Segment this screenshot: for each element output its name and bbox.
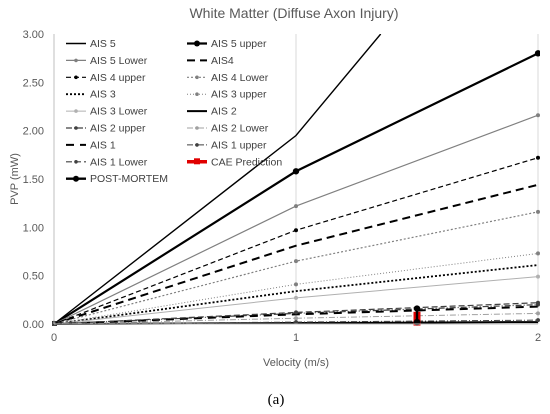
series-line-ais4 (53, 183, 539, 325)
series-line-ais-5 (53, 34, 382, 325)
data-point (294, 204, 298, 209)
legend-marker (74, 75, 78, 80)
y-tick-label: 2.50 (23, 77, 44, 89)
legend-marker (74, 126, 78, 130)
x-tick-label: 2 (535, 332, 541, 344)
data-point (536, 155, 540, 160)
legend-marker (74, 58, 78, 63)
data-point (413, 305, 421, 312)
legend-item-ais4: AIS4 (187, 55, 234, 67)
legend-label: AIS 5 upper (211, 38, 267, 50)
legend-marker (74, 160, 78, 164)
legend-item-ais-5-lower: AIS 5 Lower (66, 55, 148, 67)
legend-label: AIS 2 Lower (211, 123, 269, 135)
y-axis-label: PVP (mW) (9, 153, 21, 205)
data-point (536, 251, 540, 256)
series-ais4 (53, 183, 539, 325)
legend-item-ais-2: AIS 2 (187, 106, 237, 118)
data-point (534, 50, 540, 57)
legend-label: AIS 5 Lower (90, 55, 148, 67)
series-ais-3 (53, 264, 539, 325)
y-tick-label: 3.00 (23, 29, 44, 41)
legend-label: POST-MORTEM (90, 173, 168, 185)
legend-item-ais-1-lower: AIS 1 Lower (66, 156, 148, 168)
legend-marker (195, 126, 199, 130)
data-point (294, 295, 298, 300)
legend-label: AIS 3 (90, 89, 116, 101)
legend-label: AIS 4 upper (90, 72, 146, 84)
data-point (294, 320, 298, 325)
legend-item-cae-prediction: CAE Prediction (187, 156, 282, 168)
data-point (294, 228, 298, 233)
legend-label: AIS 1 Lower (90, 156, 148, 168)
y-tick-label: 1.00 (23, 222, 44, 234)
y-tick-label: 0.00 (23, 319, 44, 331)
legend-label: AIS 2 (211, 106, 237, 118)
y-tick-label: 0.50 (23, 271, 44, 283)
legend-label: AIS4 (211, 55, 234, 67)
data-point (292, 168, 300, 175)
legend-item-ais-2-lower: AIS 2 Lower (187, 123, 269, 135)
legend-item-ais-4-upper: AIS 4 upper (66, 72, 146, 84)
x-axis-label: Velocity (m/s) (263, 357, 329, 369)
legend-marker (194, 40, 200, 47)
y-tick-label: 2.00 (23, 126, 44, 138)
data-point (294, 310, 298, 315)
legend-marker (74, 109, 78, 113)
legend-item-ais-5: AIS 5 (66, 38, 116, 50)
legend-label: AIS 4 Lower (211, 72, 269, 84)
data-point (294, 282, 298, 287)
y-tick-label: 1.50 (23, 174, 44, 186)
legend-marker (195, 143, 199, 147)
legend-item-ais-4-lower: AIS 4 Lower (187, 72, 269, 84)
figure-caption: (a) (268, 392, 285, 408)
legend-label: AIS 5 (90, 38, 116, 50)
legend-label: AIS 1 upper (211, 139, 267, 151)
grid-lines (295, 34, 539, 324)
x-tick-label: 0 (51, 332, 57, 344)
axes: 0 1 2 0.00 0.50 1.00 1.50 2.00 2.50 3.00 (23, 29, 541, 344)
legend-item-ais-5-upper: AIS 5 upper (187, 38, 267, 50)
chart-title: White Matter (Diffuse Axon Injury) (189, 5, 398, 21)
legend-item-ais-1-upper: AIS 1 upper (187, 139, 267, 151)
series-line-ais-3-upper (53, 252, 539, 325)
series-ais-1-lower (52, 300, 540, 326)
legend-label: AIS 3 Lower (90, 106, 148, 118)
legend-item-ais-2-upper: AIS 2 upper (66, 123, 146, 135)
legend-marker (194, 158, 200, 165)
legend-item-ais-3-upper: AIS 3 upper (187, 89, 267, 101)
legend-marker (195, 75, 199, 80)
data-point (536, 113, 540, 118)
series-ais-5 (53, 34, 382, 325)
data-point (536, 318, 540, 323)
data-point (536, 209, 540, 214)
legend-label: CAE Prediction (211, 156, 282, 168)
legend-marker (73, 175, 79, 182)
data-point (536, 274, 540, 279)
series-line-ais-3 (53, 264, 539, 325)
legend: AIS 5 AIS 5 upper AIS 5 Lower AIS4 AIS 4 upp… (66, 38, 282, 185)
data-point (536, 300, 540, 305)
data-point (294, 259, 298, 264)
legend-label: AIS 2 upper (90, 123, 146, 135)
data-point (536, 311, 540, 316)
legend-marker (195, 92, 199, 96)
legend-label: AIS 1 (90, 139, 116, 151)
x-tick-label: 1 (293, 332, 299, 344)
data-point (294, 316, 298, 321)
legend-item-ais-1: AIS 1 (66, 139, 116, 151)
legend-item-ais-3-lower: AIS 3 Lower (66, 106, 148, 118)
legend-label: AIS 3 upper (211, 89, 267, 101)
legend-item-post-mortem: POST-MORTEM (66, 173, 168, 185)
legend-item-ais-3: AIS 3 (66, 89, 116, 101)
